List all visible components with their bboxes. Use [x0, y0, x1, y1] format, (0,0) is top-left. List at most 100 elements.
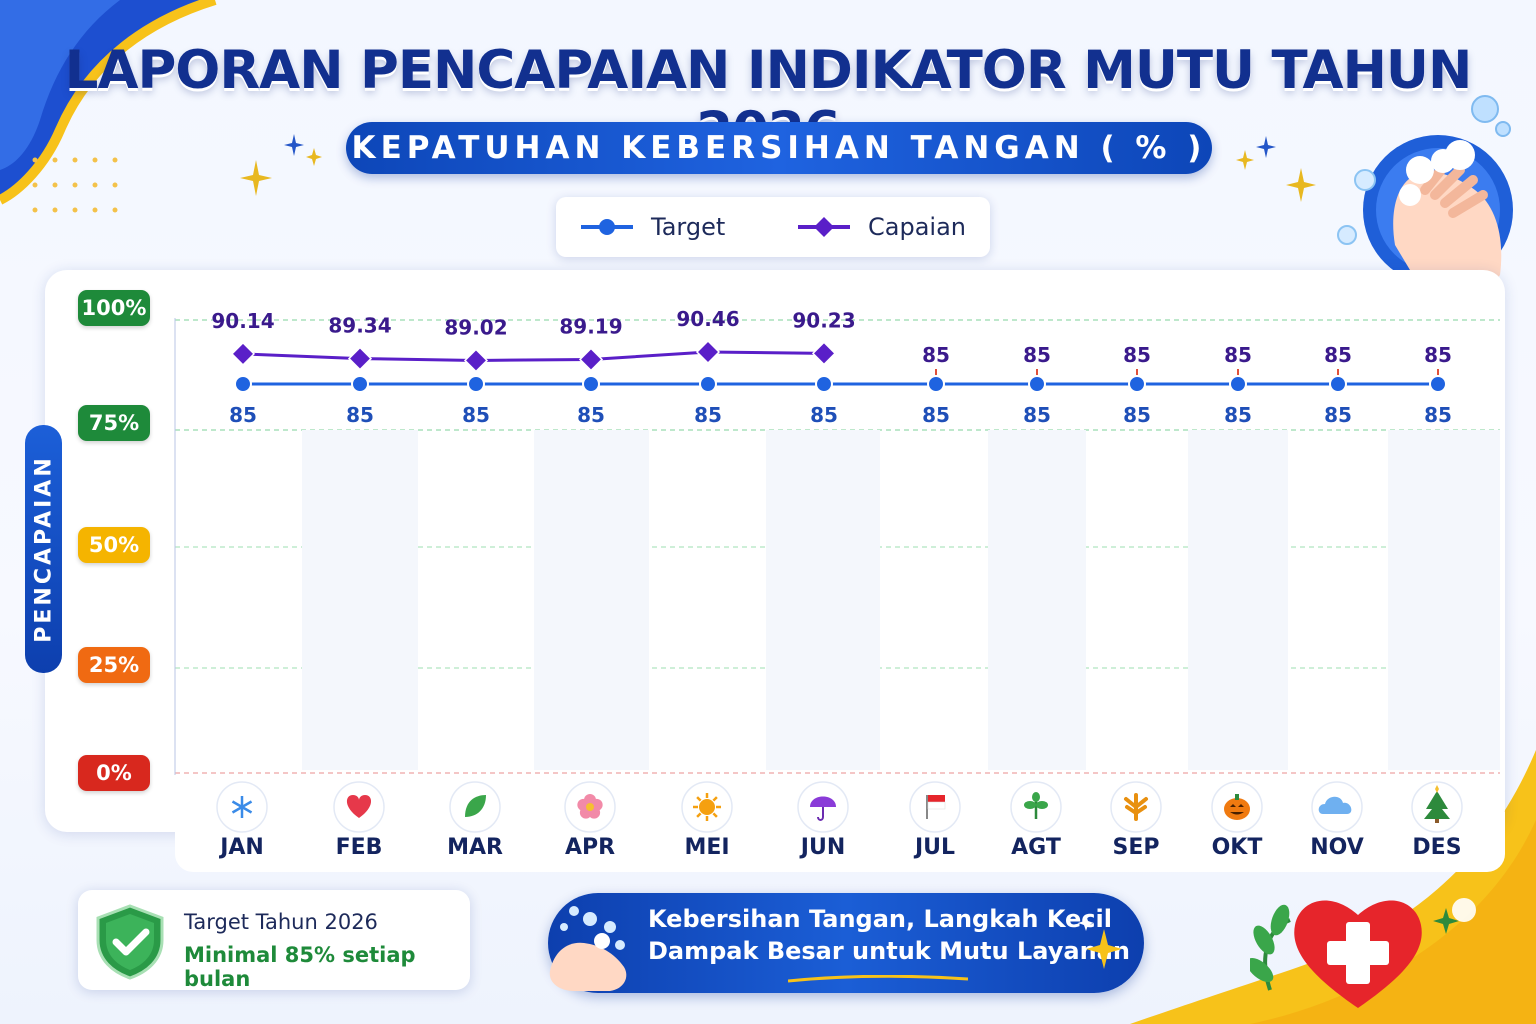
legend-target-label: Target: [651, 213, 726, 241]
upper-label-nov: 85: [1324, 343, 1352, 367]
month-label-des: DES: [1412, 835, 1461, 860]
y-axis-label-pill: [25, 425, 62, 673]
bottom-right-wave-decoration: [1130, 750, 1536, 1024]
target-label-sep: 85: [1123, 403, 1151, 427]
upper-label-okt: 85: [1224, 343, 1252, 367]
leaf-icon: [465, 795, 486, 817]
capaian-point-jan: [230, 341, 256, 366]
banner-underline: [788, 975, 968, 983]
column-band: [1388, 430, 1500, 770]
data-labels: 90.14 89.34 89.02 89.19 90.46 90.23 85 85 85 85 85…: [211, 307, 1452, 427]
sparkle-icon: [1078, 915, 1122, 969]
month-label-feb: FEB: [336, 835, 383, 860]
target-label-jun: 85: [810, 403, 838, 427]
tree-icon: [1424, 785, 1450, 823]
target-point-mei: [699, 375, 717, 393]
target-point-des: [1429, 375, 1447, 393]
month-label-mar: MAR: [447, 835, 503, 860]
heart-icon: [346, 795, 372, 818]
target-point-nov: [1329, 375, 1347, 393]
target-label-mar: 85: [462, 403, 490, 427]
slogan-line-1: Kebersihan Tangan, Langkah Kecil: [648, 905, 1112, 933]
target-point-jul: [927, 375, 945, 393]
month-mar: MAR: [447, 781, 503, 860]
month-label-jun: JUN: [799, 835, 845, 860]
chart-legend: Target Capaian: [556, 197, 990, 257]
sparkle-icon: [306, 148, 322, 166]
hands-soap-icon: [549, 906, 627, 991]
snowflake-icon: [231, 796, 253, 818]
target-point-apr: [582, 375, 600, 393]
upper-label-jul: 85: [922, 343, 950, 367]
target-info-card: Target Tahun 2026 Minimal 85% setiap bul…: [78, 890, 470, 991]
autumn-leaf-icon: [1124, 793, 1148, 821]
target-point-agt: [1028, 375, 1046, 393]
target-label-okt: 85: [1224, 403, 1252, 427]
slogan-banner: Kebersihan Tangan, Langkah Kecil Dampak …: [548, 893, 1144, 993]
series-points: [230, 339, 1447, 393]
capaian-point-apr: [578, 347, 604, 372]
month-label-mei: MEI: [684, 835, 729, 860]
target-label-mei: 85: [694, 403, 722, 427]
sparkle-icon: [240, 160, 272, 196]
month-label-nov: NOV: [1310, 835, 1364, 860]
column-band: [988, 430, 1086, 770]
month-label-apr: APR: [565, 835, 615, 860]
month-mei: MEI: [681, 781, 733, 860]
legend-target-marker: [581, 219, 633, 235]
upper-label-agt: 85: [1023, 343, 1051, 367]
pumpkin-icon: [1224, 794, 1250, 820]
month-okt: OKT: [1211, 781, 1263, 860]
sparkle-icon: [1236, 150, 1254, 170]
dots-decoration: [32, 157, 118, 213]
shield-check-icon: [96, 904, 164, 980]
sun-icon: [693, 793, 721, 821]
month-label-agt: AGT: [1011, 835, 1061, 860]
sparkle-icon: [1256, 136, 1276, 158]
column-bands: [302, 430, 1500, 770]
month-jan: JAN: [216, 781, 268, 860]
upper-label-apr: 89.19: [559, 314, 622, 338]
column-band: [534, 430, 649, 770]
flower-icon: [577, 794, 603, 819]
target-point-feb: [351, 375, 369, 393]
target-label-jan: 85: [229, 403, 257, 427]
legend-capaian-label: Capaian: [868, 213, 966, 241]
legend-capaian-marker: [798, 217, 850, 237]
y-tick-0: 0%: [78, 755, 150, 791]
slogan-line-2: Dampak Besar untuk Mutu Layanan: [648, 937, 1130, 965]
target-label-des: 85: [1424, 403, 1452, 427]
month-axis: JAN FEB MAR APR MEI JUN JUL AGT SEP OKT NOV DES: [216, 781, 1463, 860]
upper-label-mar: 89.02: [444, 315, 507, 339]
upper-label-jan: 90.14: [211, 309, 274, 333]
month-label-jan: JAN: [218, 835, 264, 860]
month-jul: JUL: [909, 781, 961, 860]
target-label-agt: 85: [1023, 403, 1051, 427]
top-left-wave-decoration: [0, 0, 217, 205]
column-band: [766, 430, 880, 770]
month-feb: FEB: [333, 781, 385, 860]
upper-label-des: 85: [1424, 343, 1452, 367]
column-band: [302, 430, 418, 770]
month-label-sep: SEP: [1113, 835, 1160, 860]
y-tick-75: 75%: [78, 405, 150, 441]
month-jun: JUN: [797, 781, 849, 860]
upper-label-sep: 85: [1123, 343, 1151, 367]
target-year-title: Target Tahun 2026: [184, 910, 378, 934]
series-lines: [242, 350, 1438, 386]
target-label-jul: 85: [922, 403, 950, 427]
handwash-icon: [1337, 95, 1513, 295]
capaian-point-mei: [695, 339, 721, 365]
month-des: DES: [1411, 781, 1463, 860]
legend-item-capaian: Capaian: [798, 197, 966, 257]
y-tick-100: 100%: [78, 290, 150, 326]
capaian-point-feb: [347, 346, 373, 371]
target-year-desc: Minimal 85% setiap bulan: [184, 943, 416, 991]
month-apr: APR: [564, 781, 616, 860]
legend-item-target: Target: [581, 197, 725, 257]
capaian-line: [242, 350, 825, 362]
target-label-feb: 85: [346, 403, 374, 427]
chart-subtitle: KEPATUHAN KEBERSIHAN TANGAN ( % ): [346, 122, 1212, 174]
month-nov: NOV: [1310, 781, 1364, 860]
